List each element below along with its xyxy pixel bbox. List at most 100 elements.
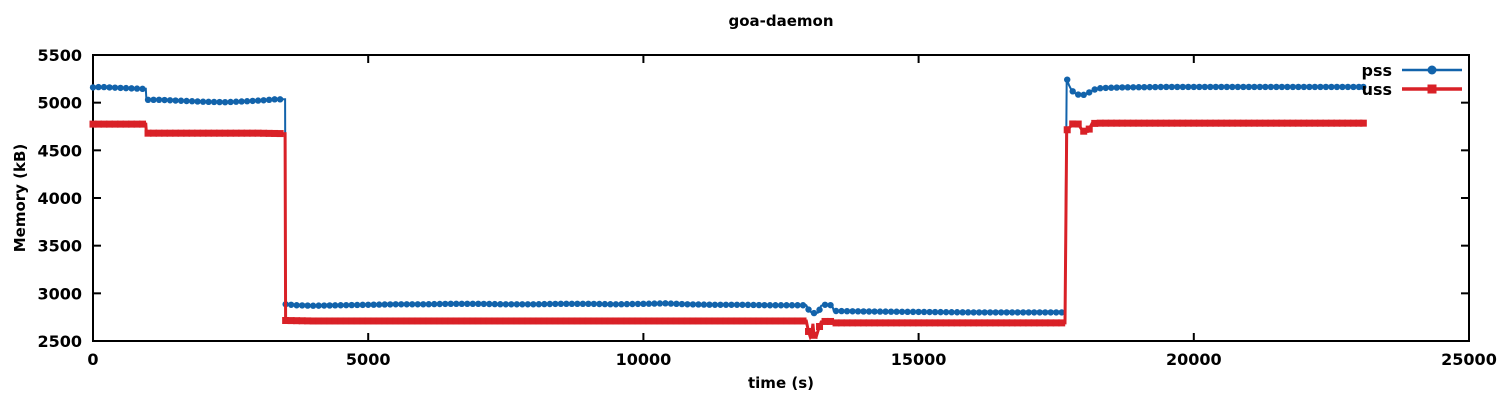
- data-point-marker: [1168, 119, 1176, 127]
- data-point-marker: [1349, 119, 1357, 127]
- data-point-marker: [464, 300, 471, 308]
- data-point-marker: [959, 309, 966, 316]
- data-point-marker: [656, 317, 664, 325]
- legend-label-pss: pss: [1362, 61, 1393, 80]
- data-point-marker: [502, 301, 509, 308]
- data-point-marker: [150, 96, 157, 104]
- data-point-marker: [166, 129, 174, 137]
- data-point-marker: [122, 84, 130, 92]
- data-point-marker: [1091, 86, 1098, 93]
- data-point-marker: [992, 309, 999, 316]
- data-point-marker: [463, 317, 471, 325]
- data-point-marker: [579, 300, 587, 308]
- data-point-marker: [838, 307, 845, 315]
- data-point-marker: [992, 319, 1000, 327]
- data-point-marker: [216, 98, 223, 106]
- data-point-marker: [849, 319, 857, 327]
- data-point-marker: [1058, 309, 1065, 316]
- data-point-marker: [1306, 83, 1313, 91]
- data-point-marker: [937, 319, 945, 327]
- data-point-marker: [678, 317, 686, 325]
- data-point-marker: [1278, 119, 1286, 127]
- data-point-marker: [89, 120, 97, 128]
- data-point-marker: [1245, 83, 1253, 91]
- data-point-marker: [887, 308, 895, 315]
- data-point-marker: [799, 317, 807, 325]
- data-point-marker: [744, 301, 752, 309]
- data-point-marker: [243, 129, 251, 137]
- data-point-marker: [260, 129, 268, 137]
- data-point-marker: [931, 308, 939, 316]
- data-point-marker: [639, 317, 647, 325]
- data-point-marker: [953, 309, 961, 316]
- data-point-marker: [573, 317, 581, 325]
- data-point-marker: [705, 317, 713, 325]
- data-point-marker: [661, 317, 669, 325]
- data-point-marker: [1234, 119, 1242, 127]
- data-point-marker: [326, 317, 334, 325]
- data-point-marker: [1124, 119, 1132, 127]
- data-point-marker: [854, 308, 862, 315]
- data-point-marker: [1025, 309, 1032, 316]
- data-point-marker: [518, 317, 526, 325]
- data-point-marker: [1228, 119, 1236, 127]
- data-point-marker: [1052, 319, 1060, 327]
- data-point-marker: [788, 317, 796, 325]
- data-point-marker: [733, 317, 741, 325]
- data-point-marker: [695, 301, 702, 308]
- data-point-marker: [425, 317, 433, 325]
- data-point-marker: [469, 300, 476, 308]
- data-point-marker: [1135, 119, 1143, 127]
- y-tick-label: 3000: [37, 284, 82, 303]
- data-point-marker: [381, 301, 388, 308]
- data-point-marker: [216, 129, 224, 137]
- data-point-marker: [227, 129, 235, 137]
- data-point-marker: [860, 308, 867, 315]
- data-point-marker: [420, 301, 427, 308]
- data-point-marker: [904, 308, 911, 316]
- data-point-marker: [810, 309, 818, 317]
- series-uss: [89, 119, 1367, 341]
- data-point-marker: [293, 317, 301, 325]
- data-point-marker: [183, 129, 191, 137]
- data-point-marker: [749, 317, 757, 325]
- data-point-marker: [353, 301, 361, 309]
- data-point-marker: [1289, 83, 1297, 91]
- data-point-marker: [331, 302, 339, 309]
- data-point-marker: [243, 98, 251, 105]
- data-point-marker: [964, 309, 972, 316]
- data-point-marker: [618, 301, 625, 308]
- x-axis-label: time (s): [748, 374, 814, 392]
- data-point-marker: [458, 300, 465, 308]
- data-point-marker: [1030, 309, 1038, 316]
- data-point-marker: [1234, 83, 1242, 91]
- data-point-marker: [441, 317, 449, 325]
- data-point-marker: [381, 317, 389, 325]
- data-point-marker: [816, 306, 823, 313]
- data-point-marker: [744, 317, 752, 325]
- data-point-marker: [508, 301, 515, 308]
- data-point-marker: [117, 120, 125, 128]
- data-point-marker: [898, 319, 906, 327]
- data-point-marker: [387, 301, 394, 308]
- y-tick-label: 4500: [37, 141, 82, 160]
- data-point-marker: [843, 307, 851, 315]
- data-point-marker: [106, 84, 113, 91]
- data-point-marker: [469, 317, 477, 325]
- data-point-marker: [337, 317, 345, 325]
- data-point-marker: [436, 300, 443, 308]
- data-point-marker: [1080, 91, 1087, 99]
- data-point-marker: [711, 301, 719, 308]
- legend-entry-uss: uss: [1362, 80, 1462, 99]
- data-point-marker: [359, 301, 366, 309]
- data-point-marker: [942, 308, 950, 316]
- data-point-marker: [568, 317, 576, 325]
- data-point-marker: [249, 97, 256, 105]
- data-point-marker: [199, 98, 207, 105]
- data-point-marker: [1295, 83, 1302, 91]
- data-point-marker: [133, 85, 141, 92]
- data-point-marker: [771, 317, 779, 325]
- chart-title: goa-daemon: [728, 12, 834, 30]
- data-point-marker: [364, 317, 372, 325]
- data-point-marker: [414, 301, 421, 308]
